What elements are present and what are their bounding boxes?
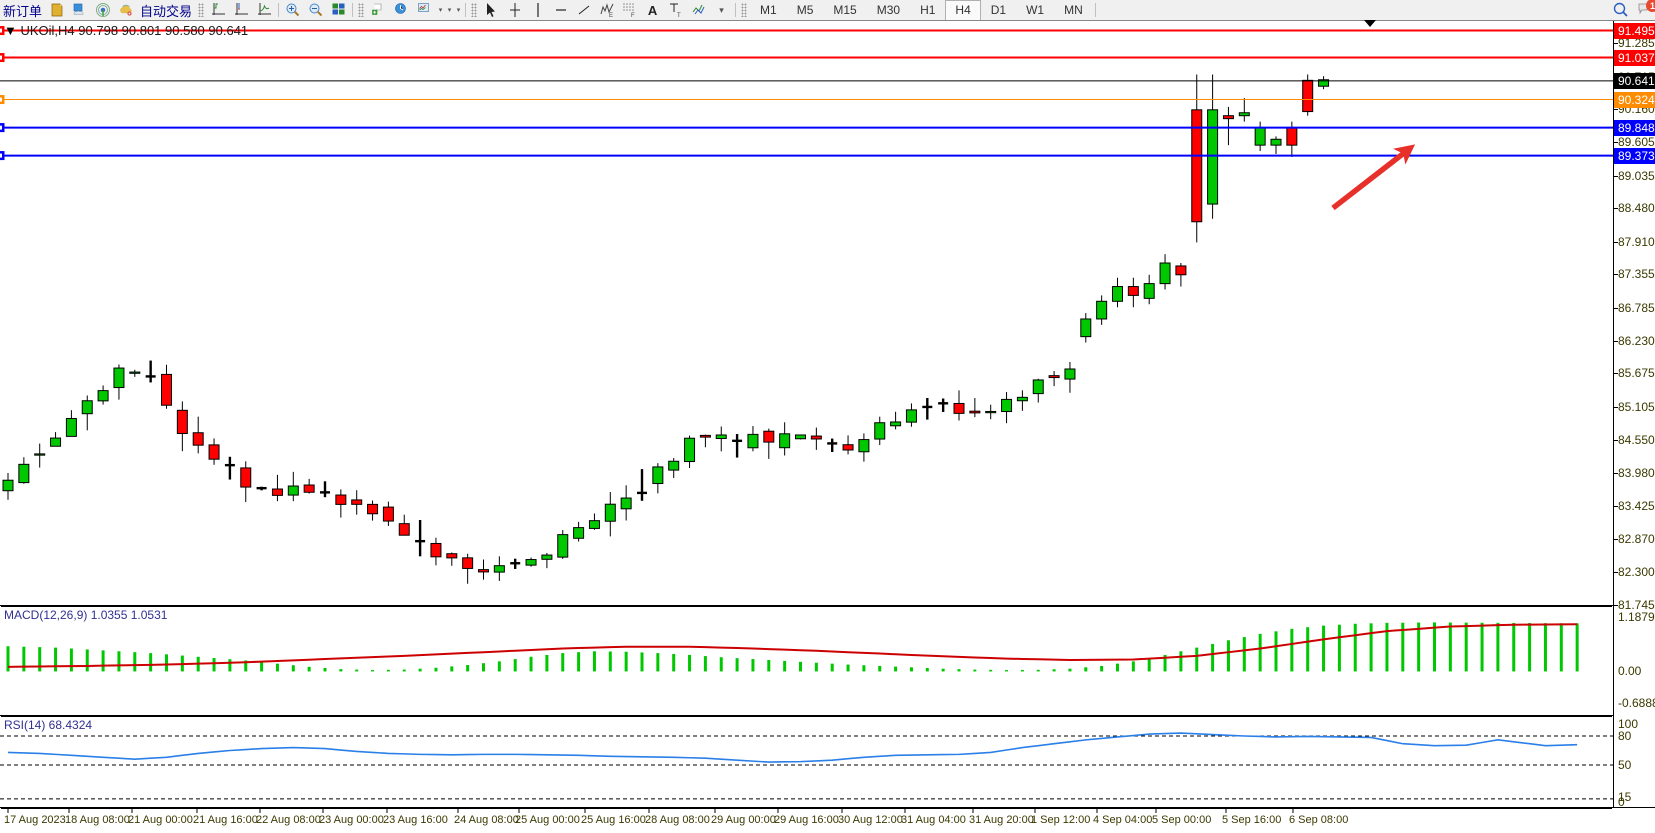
svg-text:E: E (609, 13, 613, 18)
svg-text:F: F (631, 13, 635, 18)
svg-text:T: T (677, 13, 681, 18)
